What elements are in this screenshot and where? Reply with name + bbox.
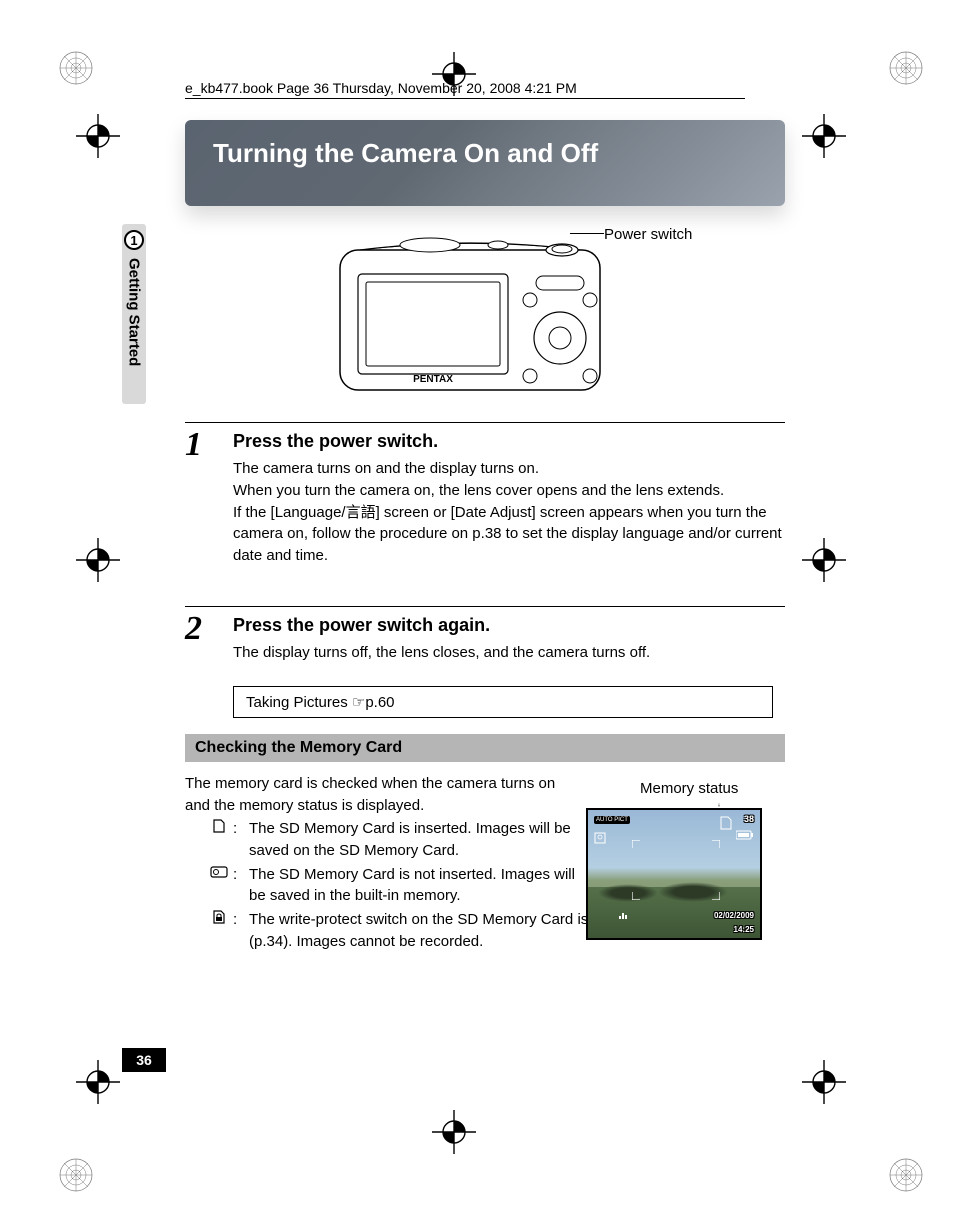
step-body: The camera turns on and the display turn…: [233, 458, 785, 567]
step-1: 1 Press the power switch. The camera tur…: [185, 422, 785, 567]
camera-illustration: PENTAX: [330, 230, 620, 400]
memory-status-label: Memory status: [640, 780, 738, 797]
shots-remaining: 38: [744, 814, 754, 824]
crosshair-icon: [76, 538, 120, 582]
list-item-text: The SD Memory Card is inserted. Images w…: [249, 818, 575, 862]
face-detect-icon: [594, 832, 606, 844]
section-heading: Checking the Memory Card: [185, 734, 785, 762]
crosshair-icon: [802, 1060, 846, 1104]
list-item: : The SD Memory Card is not inserted. Im…: [205, 864, 575, 908]
lcd-time: 14:25: [734, 925, 754, 934]
memory-intro: The memory card is checked when the came…: [185, 773, 575, 817]
chapter-tab: 1 Getting Started: [122, 224, 146, 404]
camera-brand-label: PENTAX: [413, 374, 453, 385]
sd-card-icon: [720, 816, 732, 830]
battery-icon: [736, 830, 754, 840]
lcd-preview: AUTO PICT 38 02/02/2009 14:25: [586, 808, 762, 940]
histogram-icon: [618, 910, 628, 920]
sd-card-icon: [205, 818, 233, 862]
reference-box: Taking Pictures ☞p.60: [233, 686, 773, 718]
crosshair-icon: [802, 114, 846, 158]
registration-mark-icon: [888, 1157, 924, 1193]
focus-brackets-icon: [632, 840, 720, 900]
chapter-number-badge: 1: [124, 230, 144, 250]
list-item: : The SD Memory Card is inserted. Images…: [205, 818, 575, 862]
step-body: The display turns off, the lens closes, …: [233, 642, 785, 664]
sd-lock-icon: [205, 909, 233, 953]
step-heading: Press the power switch.: [233, 431, 785, 452]
registration-mark-icon: [58, 50, 94, 86]
internal-memory-icon: [205, 864, 233, 908]
page-number: 36: [122, 1048, 166, 1072]
step-2: 2 Press the power switch again. The disp…: [185, 606, 785, 718]
step-number: 1: [185, 426, 202, 464]
running-head: e_kb477.book Page 36 Thursday, November …: [185, 80, 745, 99]
crosshair-icon: [802, 538, 846, 582]
list-item-text: The SD Memory Card is not inserted. Imag…: [249, 864, 575, 908]
memory-status-list: : The SD Memory Card is inserted. Images…: [205, 818, 575, 955]
step-number: 2: [185, 610, 202, 648]
registration-mark-icon: [58, 1157, 94, 1193]
power-switch-label: Power switch: [604, 226, 692, 243]
registration-mark-icon: [888, 50, 924, 86]
callout-line: [570, 233, 604, 234]
page-title: Turning the Camera On and Off: [213, 138, 598, 169]
step-heading: Press the power switch again.: [233, 615, 785, 636]
title-banner: Turning the Camera On and Off: [185, 120, 785, 206]
mode-badge: AUTO PICT: [594, 816, 630, 824]
crosshair-icon: [432, 1110, 476, 1154]
crosshair-icon: [76, 1060, 120, 1104]
chapter-title: Getting Started: [126, 258, 143, 366]
crosshair-icon: [76, 114, 120, 158]
lcd-date: 02/02/2009: [714, 911, 754, 920]
